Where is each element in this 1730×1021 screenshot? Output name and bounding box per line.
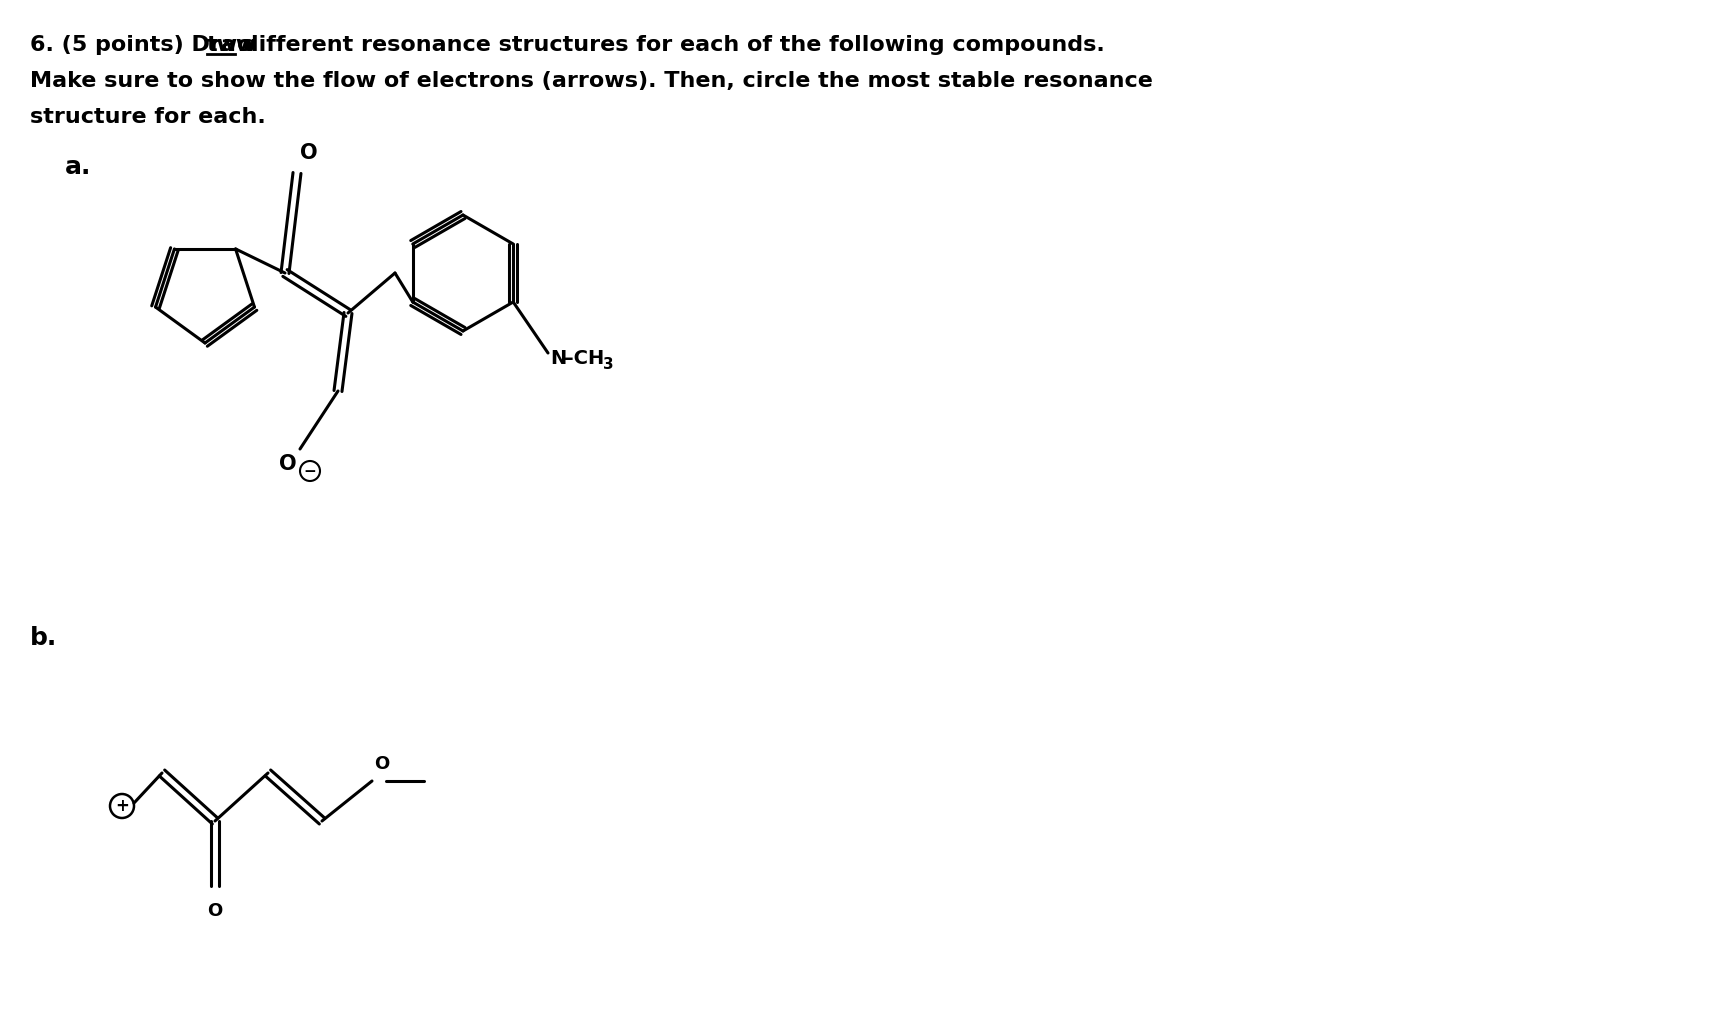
Text: Make sure to show the flow of electrons (arrows). Then, circle the most stable r: Make sure to show the flow of electrons … <box>29 71 1152 91</box>
Text: a.: a. <box>66 155 92 179</box>
Text: +: + <box>114 797 128 815</box>
Text: structure for each.: structure for each. <box>29 107 266 127</box>
Text: O: O <box>374 755 389 773</box>
Text: −: − <box>303 464 317 479</box>
Text: 3: 3 <box>602 357 612 372</box>
Text: 6. (5 points) Draw: 6. (5 points) Draw <box>29 35 265 55</box>
Text: –CH: –CH <box>564 349 604 368</box>
Text: N: N <box>550 349 566 368</box>
Text: b.: b. <box>29 626 57 650</box>
Text: two: two <box>206 35 253 55</box>
Text: O: O <box>208 902 223 920</box>
Text: different resonance structures for each of the following compounds.: different resonance structures for each … <box>235 35 1104 55</box>
Text: O: O <box>299 143 317 163</box>
Text: O: O <box>279 454 298 474</box>
